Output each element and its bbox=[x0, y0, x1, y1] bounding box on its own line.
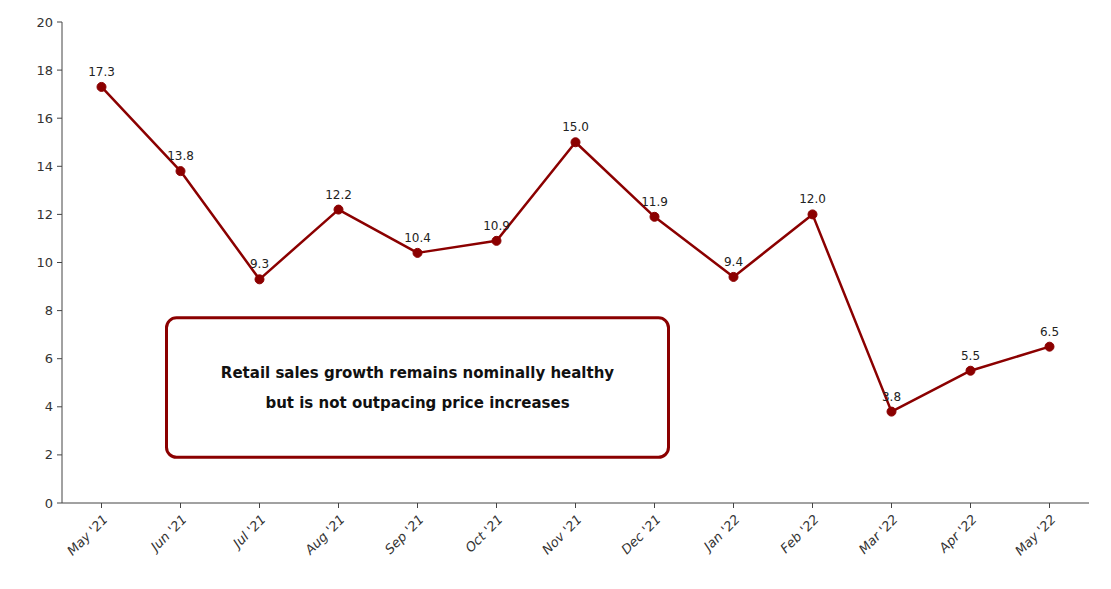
y-tick-label: 10 bbox=[36, 255, 53, 270]
x-tick bbox=[891, 503, 892, 508]
point bbox=[97, 82, 106, 91]
y-tick-label: 12 bbox=[36, 207, 53, 222]
data-label: 9.3 bbox=[250, 257, 269, 271]
x-tick bbox=[733, 503, 734, 508]
x-tick bbox=[812, 503, 813, 508]
y-tick-label: 8 bbox=[45, 303, 53, 318]
y-tick bbox=[57, 310, 62, 311]
x-tick-label: Sep '21 bbox=[382, 512, 427, 557]
y-tick bbox=[57, 262, 62, 263]
y-tick bbox=[57, 70, 62, 71]
data-label: 6.5 bbox=[1040, 325, 1059, 339]
annotation: Retail sales growth remains nominally he… bbox=[167, 318, 669, 457]
x-axis: May '21 Jun '21 Jul '21 Aug '21 Sep '21 Oct '… bbox=[62, 503, 1089, 558]
x-tick bbox=[417, 503, 418, 508]
y-tick bbox=[57, 503, 62, 504]
annotation-text: Retail sales growth remains nominally he… bbox=[221, 364, 615, 382]
data-label: 10.9 bbox=[483, 219, 510, 233]
x-tick bbox=[1049, 503, 1050, 508]
point bbox=[729, 272, 738, 281]
data-label: 10.4 bbox=[404, 231, 431, 245]
y-tick-label: 20 bbox=[36, 15, 53, 30]
x-tick-label: Jun '21 bbox=[146, 512, 190, 556]
series bbox=[97, 82, 1054, 416]
point bbox=[492, 236, 501, 245]
annotation-box bbox=[167, 318, 669, 457]
x-tick-label: Nov '21 bbox=[539, 512, 585, 558]
y-tick-label: 2 bbox=[45, 447, 53, 462]
x-tick-label: Mar '22 bbox=[856, 512, 901, 557]
point bbox=[176, 167, 185, 176]
data-label: 11.9 bbox=[641, 195, 668, 209]
y-tick-label: 16 bbox=[36, 111, 53, 126]
y-tick-label: 6 bbox=[45, 351, 53, 366]
x-tick bbox=[575, 503, 576, 508]
y-tick-label: 18 bbox=[36, 63, 53, 78]
y-tick bbox=[57, 454, 62, 455]
point bbox=[255, 275, 264, 284]
x-tick-label: Aug '21 bbox=[301, 512, 347, 558]
point bbox=[966, 366, 975, 375]
data-label: 17.3 bbox=[88, 65, 115, 79]
y-tick bbox=[57, 22, 62, 23]
point bbox=[650, 212, 659, 221]
x-tick-label: Dec '21 bbox=[618, 512, 664, 558]
point bbox=[808, 210, 817, 219]
x-tick bbox=[970, 503, 971, 508]
y-tick-label: 4 bbox=[45, 399, 53, 414]
y-tick bbox=[57, 406, 62, 407]
point bbox=[334, 205, 343, 214]
x-tick-label: Jan '22 bbox=[699, 512, 743, 556]
y-axis: 0 2 4 6 8 10 12 14 16 18 20 bbox=[36, 15, 62, 511]
point bbox=[1045, 342, 1054, 351]
x-tick bbox=[101, 503, 102, 508]
point bbox=[571, 138, 580, 147]
data-label: 13.8 bbox=[167, 149, 194, 163]
x-tick bbox=[496, 503, 497, 508]
data-label: 5.5 bbox=[961, 349, 980, 363]
x-tick bbox=[180, 503, 181, 508]
x-tick bbox=[338, 503, 339, 508]
data-label: 12.2 bbox=[325, 188, 352, 202]
x-tick-label: Apr '22 bbox=[935, 512, 979, 556]
data-label: 12.0 bbox=[799, 192, 826, 206]
data-label: 3.8 bbox=[882, 390, 901, 404]
x-tick-label: Feb '22 bbox=[777, 512, 822, 557]
line bbox=[102, 87, 1050, 412]
point bbox=[413, 248, 422, 257]
x-tick-label: Jul '21 bbox=[228, 512, 269, 553]
point bbox=[887, 407, 896, 416]
x-tick-label: Oct '21 bbox=[462, 512, 506, 556]
data-labels: 17.3 13.8 9.3 12.2 10.4 10.9 15.0 11.9 9.4 12.0 3.… bbox=[88, 65, 1059, 404]
annotation-text: but is not outpacing price increases bbox=[265, 394, 569, 412]
y-tick bbox=[57, 118, 62, 119]
y-tick-label: 0 bbox=[45, 496, 53, 511]
y-tick bbox=[57, 214, 62, 215]
chart-container: 0 2 4 6 8 10 12 14 16 18 20 May '21 Jun '21 Jul '21 Au… bbox=[0, 0, 1111, 589]
chart-svg: 0 2 4 6 8 10 12 14 16 18 20 May '21 Jun '21 Jul '21 Au… bbox=[0, 0, 1111, 589]
x-tick-label: May '22 bbox=[1012, 512, 1059, 559]
x-tick-label: May '21 bbox=[64, 512, 111, 559]
data-label: 9.4 bbox=[724, 255, 743, 269]
y-tick bbox=[57, 166, 62, 167]
y-tick-label: 14 bbox=[36, 159, 53, 174]
y-tick bbox=[57, 358, 62, 359]
x-tick bbox=[259, 503, 260, 508]
data-label: 15.0 bbox=[562, 120, 589, 134]
x-tick bbox=[654, 503, 655, 508]
